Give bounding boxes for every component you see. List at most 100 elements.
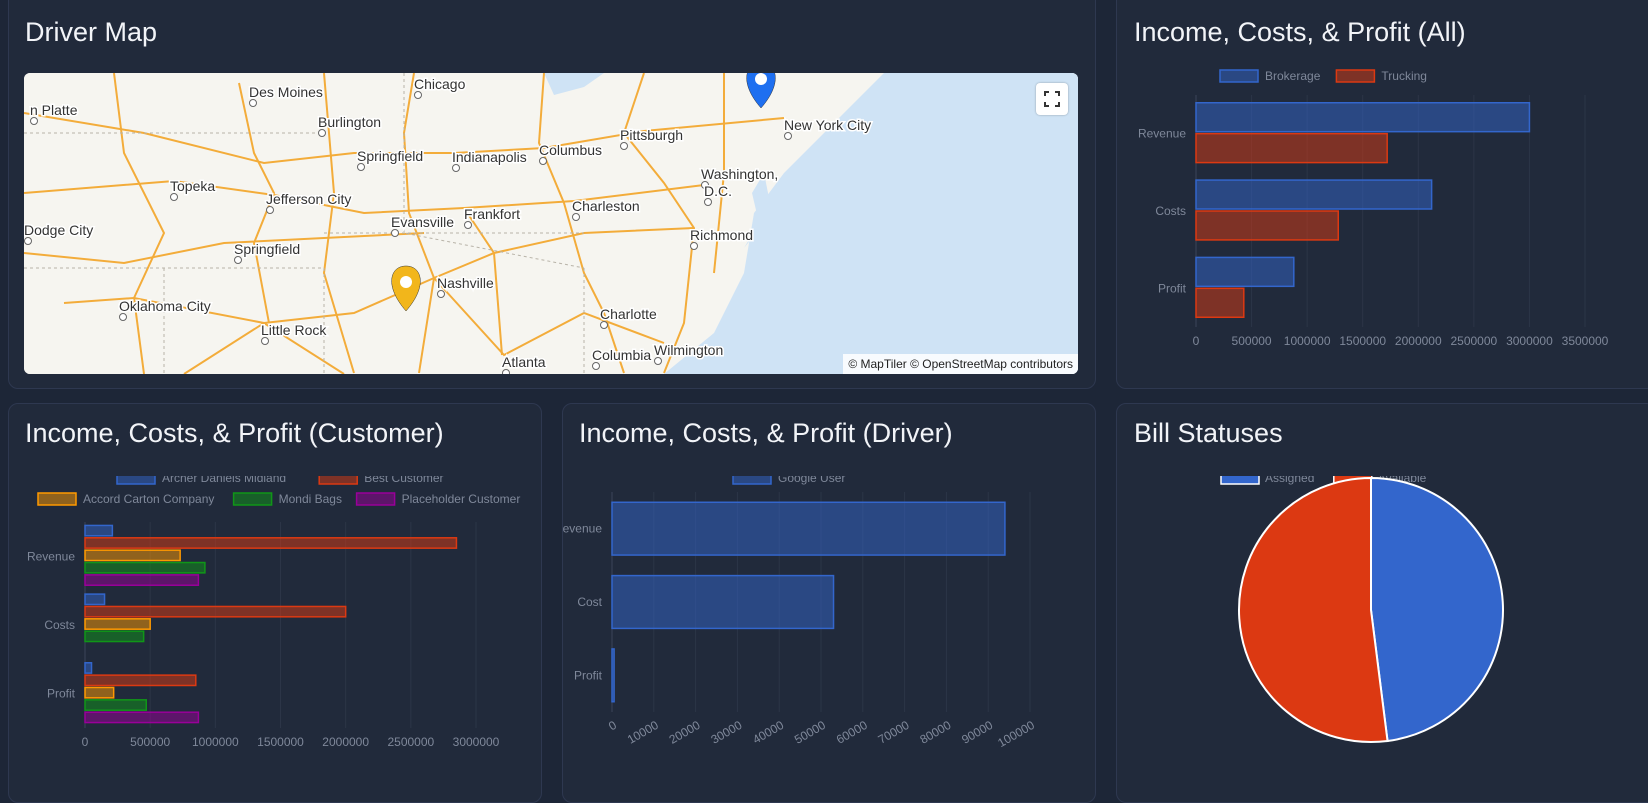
expand-icon <box>1044 91 1060 107</box>
x-tick-label: 50000 <box>792 718 828 747</box>
map-city-name: Frankfort <box>464 206 520 222</box>
x-tick-label: 20000 <box>667 718 703 747</box>
all-chart: 0 500000 1000000 1500000 2000000 2500000 30000… <box>1138 69 1609 348</box>
city-dot-icon <box>784 132 792 140</box>
x-tick-label: 10000 <box>625 718 661 747</box>
bar-accord-carton-company-costs <box>84 618 151 630</box>
city-dot-icon <box>690 242 698 250</box>
legend-swatch[interactable] <box>1219 69 1259 83</box>
legend-swatch[interactable] <box>232 492 273 506</box>
map-city-label: Burlington <box>317 113 383 137</box>
bar-archer-daniels-midland-costs <box>84 593 106 606</box>
city-dot-icon <box>704 198 712 206</box>
legend-swatch[interactable] <box>1335 69 1376 83</box>
y-tick-label: Cost <box>577 595 602 609</box>
map-road <box>183 321 345 374</box>
legend-label: Accord Carton Company <box>83 492 214 506</box>
x-tick-label: 0 <box>82 735 89 749</box>
bar-mondi-bags-revenue <box>84 561 206 574</box>
bar-trucking-costs <box>1195 210 1340 241</box>
map-city-label: Topeka <box>169 177 217 201</box>
x-tick-label: 2500000 <box>1450 334 1497 348</box>
bar-brokerage-revenue <box>1195 101 1531 133</box>
driver-marker-yellow[interactable] <box>391 265 421 312</box>
fullscreen-button[interactable] <box>1036 83 1068 115</box>
bar-brokerage-profit <box>1195 256 1295 288</box>
city-dot-icon <box>572 213 580 221</box>
x-tick-label: 3500000 <box>1562 334 1609 348</box>
bar-mondi-bags-profit <box>84 699 148 711</box>
bar-google-user-profit <box>611 648 615 703</box>
driver-map-title: Driver Map <box>25 17 158 47</box>
legend-swatch[interactable] <box>355 492 396 506</box>
city-dot-icon <box>452 164 460 172</box>
x-tick-label: 70000 <box>876 718 912 747</box>
city-dot-icon <box>600 321 608 329</box>
map-road <box>433 277 665 357</box>
map-city-name: Chicago <box>414 76 466 92</box>
map-state-border <box>403 73 585 269</box>
legend-swatch[interactable] <box>732 476 772 485</box>
legend-swatch[interactable] <box>116 476 156 485</box>
map-canvas[interactable]: Des Moines Chicago n Platte Burlington Sprin… <box>24 73 1078 374</box>
bar-trucking-profit <box>1195 287 1245 319</box>
legend-swatch[interactable] <box>318 476 358 485</box>
legend-swatch[interactable] <box>37 492 77 506</box>
map-city-name: Springfield <box>234 241 300 257</box>
city-dot-icon <box>119 313 127 321</box>
map-city-label: Nashville <box>436 274 496 298</box>
map-attribution: © MapTiler © OpenStreetMap contributors <box>843 354 1078 374</box>
map-city-label: Washington, <box>700 165 780 189</box>
map-city-label: Oklahoma City <box>118 297 212 321</box>
map-city-name: Washington, <box>701 166 778 182</box>
city-dot-icon <box>437 290 445 298</box>
city-dot-icon <box>266 206 274 214</box>
map-city-label: Columbus <box>538 141 604 165</box>
legend-label: Brokerage <box>1265 69 1321 83</box>
city-dot-icon <box>24 237 32 245</box>
map-city-name: D.C. <box>704 183 732 199</box>
map-city-name: Little Rock <box>261 322 327 338</box>
city-dot-icon <box>357 163 365 171</box>
city-dot-icon <box>502 369 510 374</box>
bar-placeholder-customer-profit <box>84 711 200 724</box>
x-tick-label: 2000000 <box>322 735 369 749</box>
customer-chart-card: Income, Costs, & Profit (Customer) 0 5000… <box>8 403 542 803</box>
map-pin-icon <box>746 73 776 109</box>
x-tick-label: 2500000 <box>387 735 434 749</box>
x-tick-label: 80000 <box>917 718 953 747</box>
x-tick-label: 500000 <box>130 735 170 749</box>
map-city-name: Topeka <box>170 178 215 194</box>
map-city-label: Springfield <box>356 147 425 171</box>
x-tick-label: 30000 <box>708 718 744 747</box>
driver-marker-blue[interactable] <box>746 73 776 109</box>
bar-trucking-revenue <box>1195 132 1388 164</box>
x-tick-label: 40000 <box>750 718 786 747</box>
map-pin-icon <box>391 265 421 312</box>
city-dot-icon <box>539 157 547 165</box>
pie-slice-available[interactable] <box>1238 476 1389 743</box>
city-dot-icon <box>170 193 178 201</box>
driver-map[interactable]: Des Moines Chicago n Platte Burlington Sprin… <box>24 73 1078 374</box>
x-tick-label: 500000 <box>1232 334 1272 348</box>
legend-label: Mondi Bags <box>279 492 342 506</box>
city-dot-icon <box>464 221 472 229</box>
map-city-label: Des Moines <box>248 83 324 107</box>
map-pin-dot-icon <box>755 73 767 85</box>
city-dot-icon <box>249 99 257 107</box>
map-city-name: Wilmington <box>654 342 723 358</box>
map-city-label: New York City <box>783 116 873 140</box>
map-city-name: Springfield <box>357 148 423 164</box>
map-city-label: Chicago <box>413 75 467 99</box>
y-tick-label: Revenue <box>563 522 602 536</box>
y-tick-label: Revenue <box>27 549 75 563</box>
legend-swatch[interactable] <box>1220 476 1260 485</box>
legend-label: Available <box>1378 476 1427 485</box>
map-city-label: Indianapolis <box>451 148 528 172</box>
map-city-label: Springfield <box>233 240 302 264</box>
legend-label: Placeholder Customer <box>402 492 521 506</box>
map-road <box>402 73 436 374</box>
pie-slice-assigned[interactable] <box>1370 476 1504 743</box>
y-tick-label: Profit <box>1158 281 1187 295</box>
bar-placeholder-customer-revenue <box>84 574 200 586</box>
